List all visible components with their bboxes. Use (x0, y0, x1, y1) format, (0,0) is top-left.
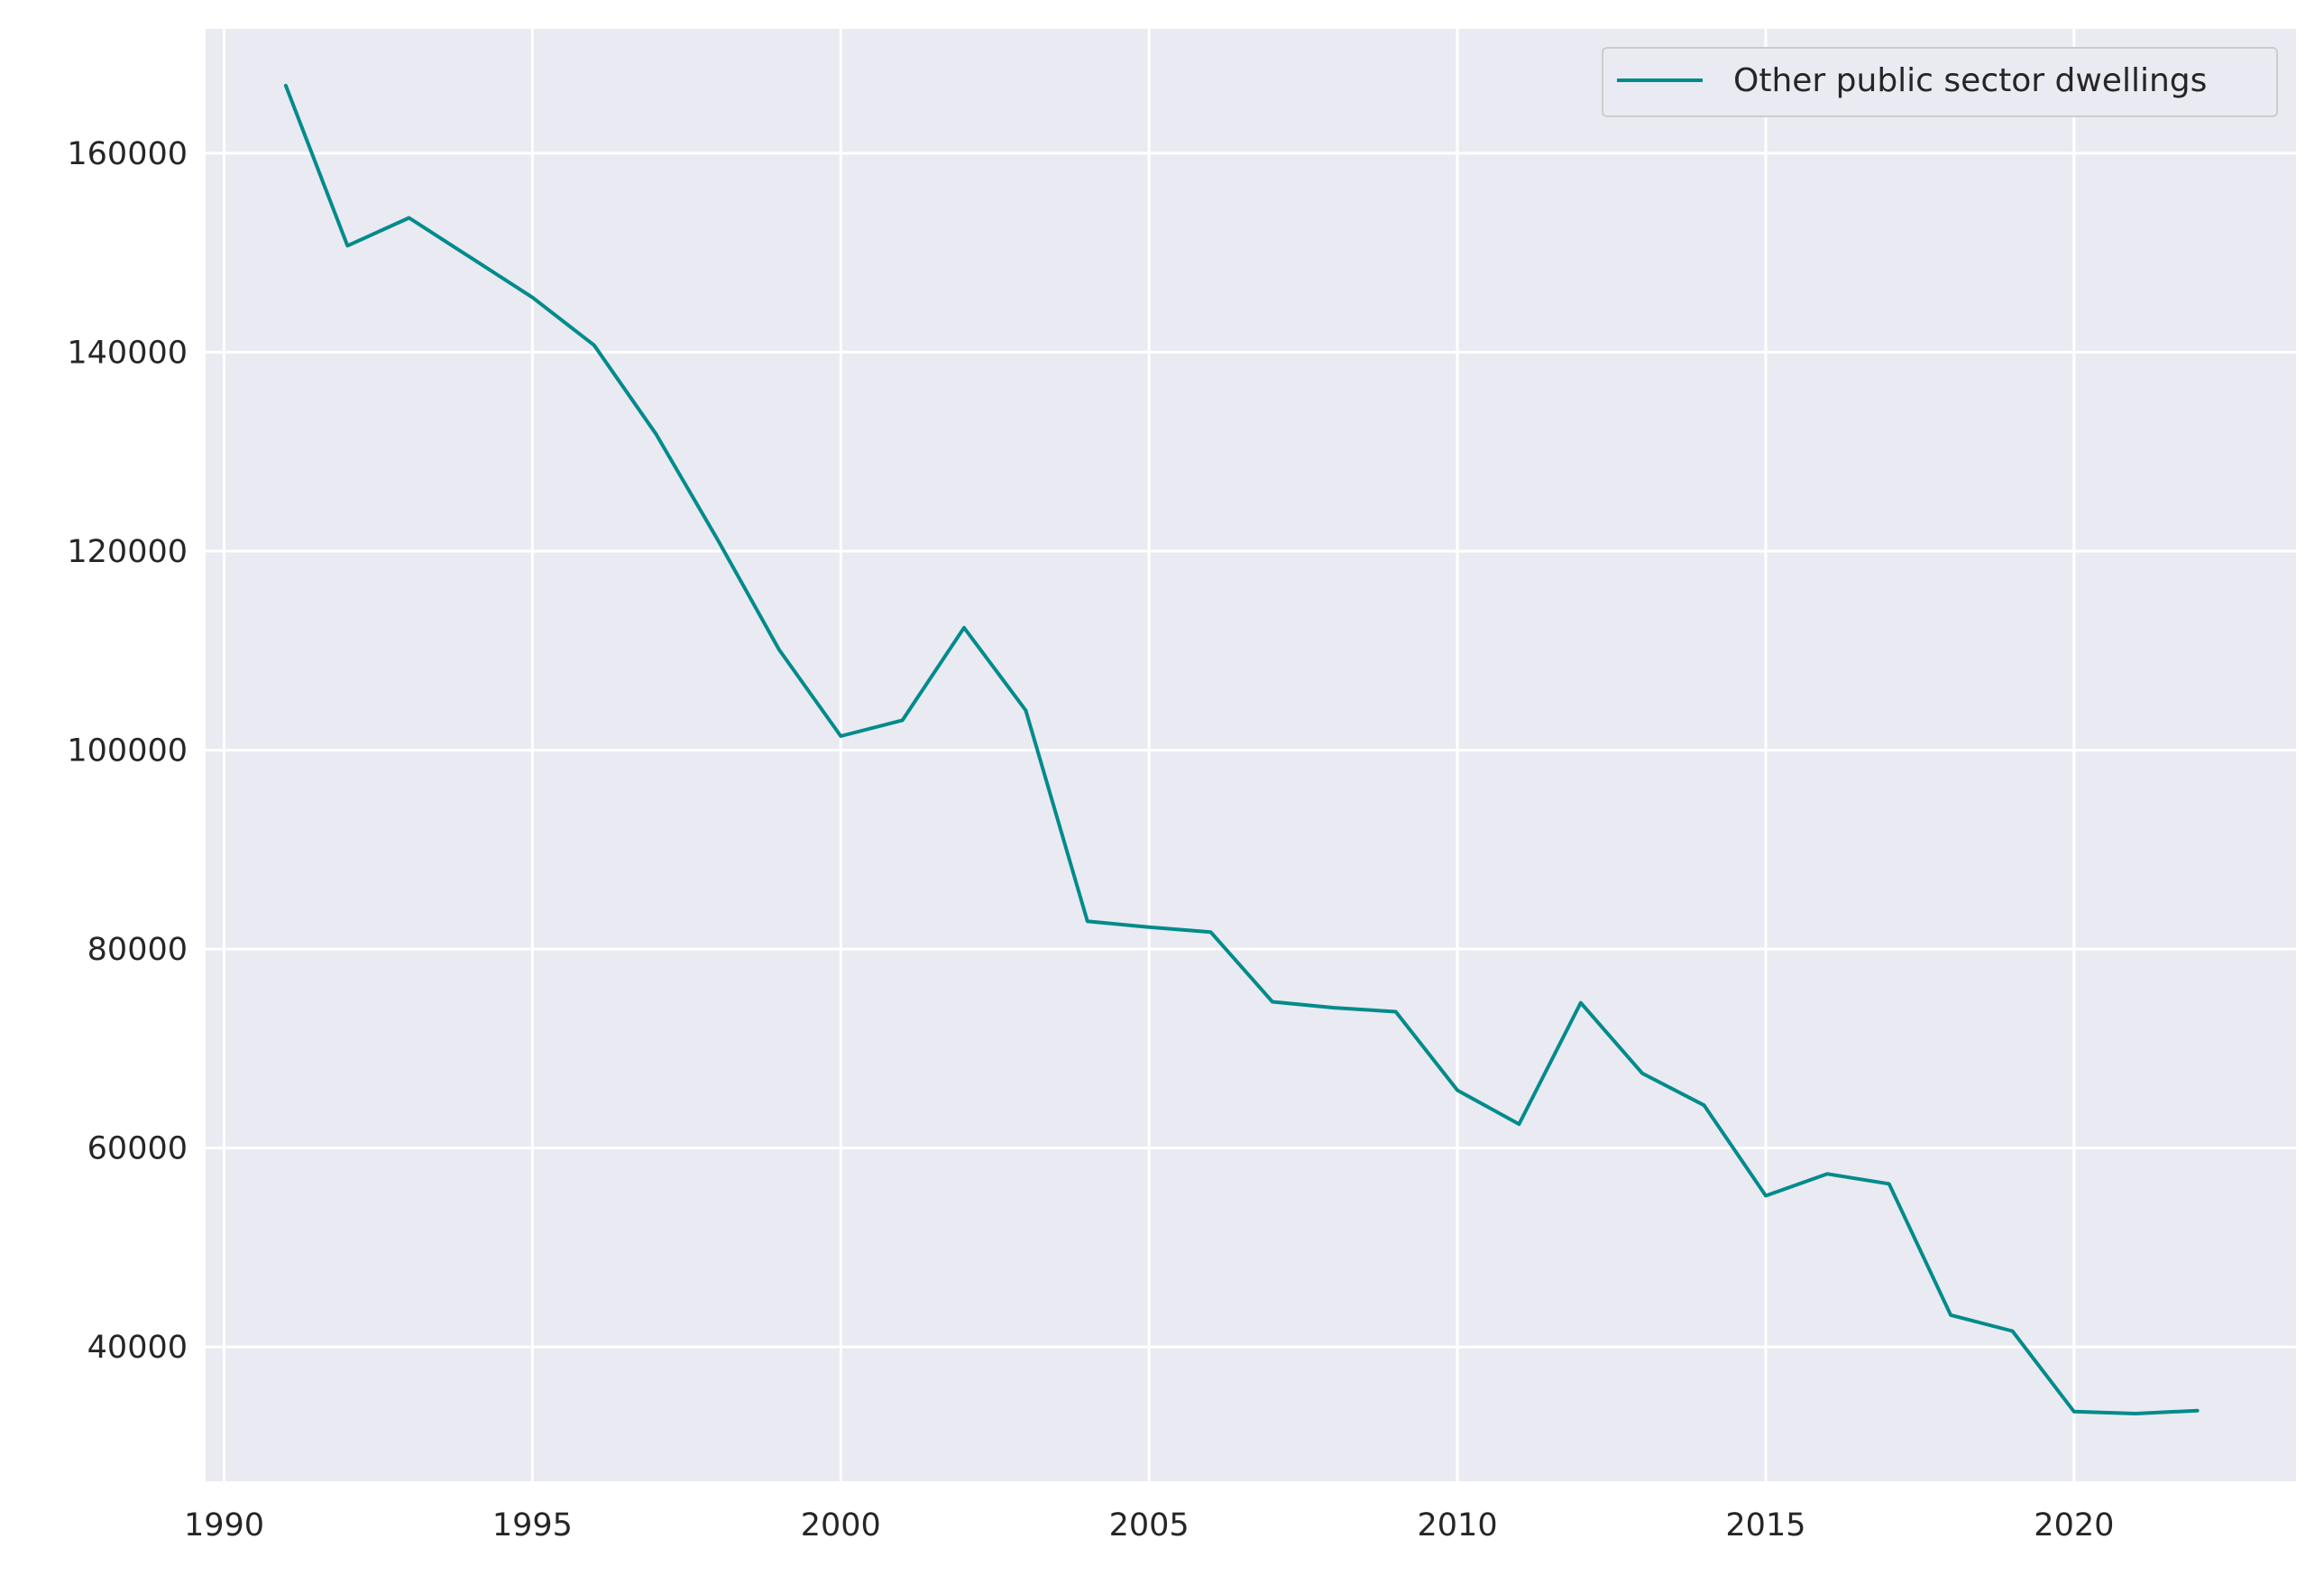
y-gridlines (206, 152, 2296, 1349)
y-tick-label: 80000 (87, 932, 188, 968)
y-axis-ticks: 40000 60000 80000 100000 120000 140000 160000 (67, 136, 188, 1366)
x-tick-label: 2005 (1109, 1507, 1190, 1544)
y-tick-label: 60000 (87, 1131, 188, 1167)
y-tick-label: 100000 (67, 733, 188, 769)
y-tick-label: 120000 (67, 534, 188, 570)
x-axis-ticks: 1990 1995 2000 2005 2010 2015 2020 (184, 1507, 2114, 1544)
legend: Other public sector dwellings (1602, 47, 2278, 117)
x-gridlines (223, 29, 2076, 1481)
x-tick-label: 2000 (801, 1507, 881, 1544)
x-tick-label: 2015 (1725, 1507, 1805, 1544)
x-tick-label: 1990 (184, 1507, 264, 1544)
y-tick-label: 160000 (67, 136, 188, 172)
series-group (283, 83, 2200, 1415)
legend-label: Other public sector dwellings (1733, 62, 2207, 99)
x-tick-label: 2010 (1418, 1507, 1498, 1544)
series-line (283, 83, 2200, 1415)
plot-area (206, 29, 2296, 1481)
x-tick-label: 1995 (492, 1507, 573, 1544)
x-tick-label: 2020 (2034, 1507, 2114, 1544)
legend-box (1602, 47, 2278, 117)
y-tick-label: 140000 (67, 335, 188, 371)
y-tick-label: 40000 (87, 1330, 188, 1366)
